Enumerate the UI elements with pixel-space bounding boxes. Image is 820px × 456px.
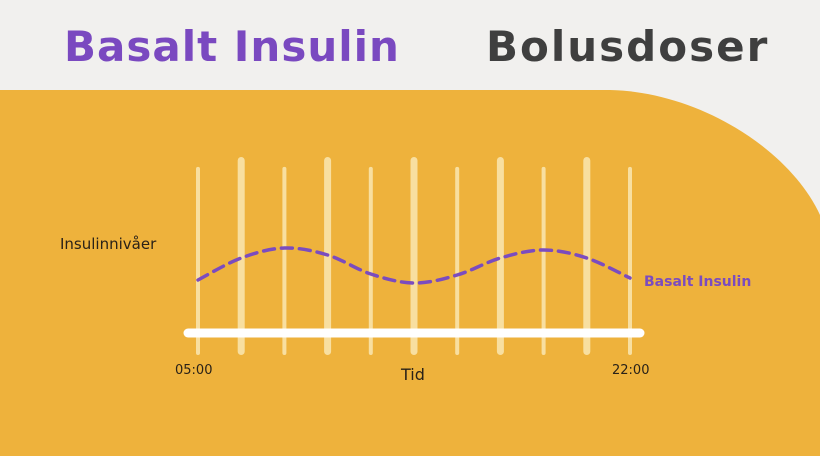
bolus-bar-10: [583, 157, 591, 355]
x-tick-end: 22:00: [612, 363, 649, 378]
orange-panel: [0, 90, 820, 456]
bolus-bar-11: [628, 166, 632, 355]
bolus-bar-5: [368, 166, 373, 355]
y-axis-label: Insulinnivåer: [60, 235, 157, 253]
bolus-bar-2: [237, 157, 245, 355]
bolus-bar-9: [541, 166, 546, 355]
bolus-bar-1: [196, 166, 200, 355]
series-label-basalt-insulin: Basalt Insulin: [644, 274, 751, 290]
bolus-bar-3: [282, 166, 287, 355]
bolus-bar-8: [496, 157, 504, 355]
title-bolusdoser: Bolusdoser: [486, 22, 770, 71]
series-line-basalt-insulin: [196, 246, 632, 285]
x-tick-start: 05:00: [175, 363, 212, 378]
x-axis-label: Tid: [400, 365, 425, 384]
title-basalt-insulin: Basalt Insulin: [64, 22, 400, 71]
bolus-bar-6: [410, 157, 418, 355]
bolus-bar-7: [455, 166, 460, 355]
